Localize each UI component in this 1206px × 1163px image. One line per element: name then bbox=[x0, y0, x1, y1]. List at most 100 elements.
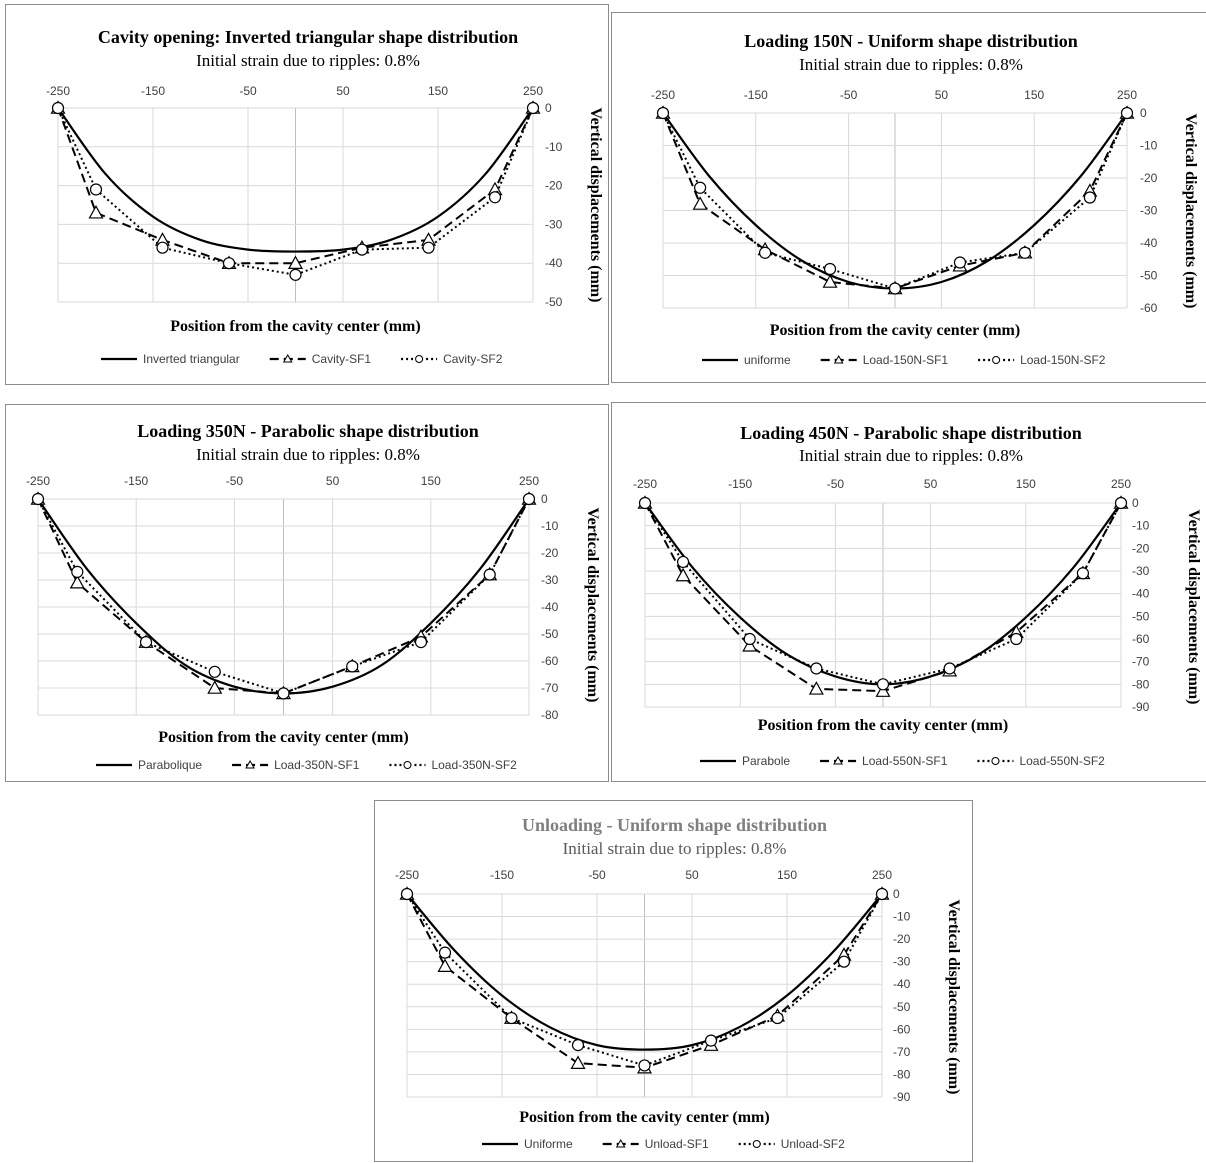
x-tick-label: -50 bbox=[827, 477, 845, 491]
y-tick-label: -80 bbox=[893, 1067, 911, 1081]
chart-panel-loading-150n: Loading 150N - Uniform shape distributio… bbox=[611, 12, 1206, 383]
data-point bbox=[638, 1059, 651, 1072]
x-tick-label: -150 bbox=[728, 477, 752, 491]
legend: Parabolique Load-350N-SF1 Load-350N-SF2 bbox=[96, 758, 517, 772]
data-point bbox=[638, 496, 652, 510]
legend-label: Unload-SF2 bbox=[781, 1137, 845, 1151]
y-tick-label: -10 bbox=[545, 140, 563, 154]
chart-panel-loading-350n: Loading 350N - Parabolic shape distribut… bbox=[5, 404, 609, 782]
legend-label: uniforme bbox=[744, 353, 791, 367]
data-point bbox=[758, 246, 772, 259]
chart-subtitle: Initial strain due to ripples: 0.8% bbox=[799, 446, 1023, 465]
x-tick-label: -250 bbox=[633, 477, 657, 491]
chart-subtitle: Initial strain due to ripples: 0.8% bbox=[196, 445, 420, 464]
legend-marker bbox=[615, 1138, 626, 1148]
legend: uniforme Load-150N-SF1 Load-150N-SF2 bbox=[702, 353, 1106, 367]
legend-marker bbox=[833, 755, 843, 765]
data-point bbox=[692, 196, 708, 210]
data-point bbox=[346, 660, 359, 673]
data-point bbox=[771, 1011, 784, 1025]
x-tick-label: -250 bbox=[651, 88, 675, 102]
y-tick-label: -50 bbox=[545, 295, 563, 309]
data-point bbox=[704, 1034, 718, 1047]
y-tick-label: -50 bbox=[1140, 269, 1158, 283]
y-tick-label: -30 bbox=[545, 217, 563, 231]
data-point bbox=[810, 662, 823, 675]
data-point bbox=[208, 665, 221, 678]
x-tick-label: 250 bbox=[1111, 477, 1131, 491]
data-point bbox=[51, 101, 65, 115]
y-tick-label: 0 bbox=[545, 101, 552, 115]
y-tick-label: -70 bbox=[1132, 655, 1150, 669]
y-axis-label: Vertical displacements (mm) bbox=[584, 508, 601, 703]
data-point bbox=[488, 191, 502, 204]
y-tick-label: -70 bbox=[541, 681, 559, 695]
y-tick-label: -20 bbox=[1140, 171, 1158, 185]
y-tick-label: -80 bbox=[1132, 677, 1150, 691]
y-tick-label: -40 bbox=[1140, 236, 1158, 250]
data-point bbox=[876, 678, 890, 691]
data-point bbox=[875, 683, 891, 697]
x-tick-label: 50 bbox=[935, 88, 949, 102]
y-tick-label: -90 bbox=[1132, 700, 1150, 714]
y-tick-label: -60 bbox=[541, 654, 559, 668]
data-point bbox=[400, 887, 414, 901]
legend-label: Load-550N-SF2 bbox=[1019, 754, 1105, 768]
legend-marker bbox=[403, 761, 412, 769]
x-axis-label: Position from the cavity center (mm) bbox=[170, 318, 420, 335]
y-tick-label: 0 bbox=[893, 887, 900, 901]
chart-svg: Loading 350N - Parabolic shape distribut… bbox=[26, 421, 601, 772]
x-axis-label: Position from the cavity center (mm) bbox=[758, 717, 1008, 734]
data-point bbox=[1018, 246, 1032, 259]
y-tick-label: -80 bbox=[541, 708, 559, 722]
chart-title: Cavity opening: Inverted triangular shap… bbox=[98, 27, 518, 47]
y-tick-label: -30 bbox=[1140, 204, 1158, 218]
x-tick-label: 250 bbox=[872, 868, 892, 882]
data-point bbox=[526, 101, 540, 115]
data-point bbox=[437, 958, 453, 972]
x-tick-label: -250 bbox=[46, 84, 70, 98]
x-tick-label: -150 bbox=[124, 474, 148, 488]
data-point bbox=[1010, 632, 1023, 646]
legend-label: Inverted triangular bbox=[143, 352, 240, 366]
x-tick-label: -250 bbox=[395, 868, 419, 882]
data-point bbox=[837, 955, 851, 968]
y-tick-label: -30 bbox=[893, 955, 911, 969]
y-axis-label: Vertical displacements (mm) bbox=[945, 900, 962, 1095]
y-tick-label: 0 bbox=[541, 492, 548, 506]
data-point bbox=[1114, 496, 1128, 510]
series-line bbox=[57, 107, 534, 265]
x-tick-label: -250 bbox=[26, 474, 50, 488]
data-point bbox=[676, 555, 690, 569]
data-point bbox=[483, 568, 496, 581]
legend: Uniforme Unload-SF1 Unload-SF2 bbox=[482, 1137, 845, 1151]
x-tick-label: 250 bbox=[519, 474, 539, 488]
chart-panel-unloading: Unloading - Uniform shape distribution In… bbox=[374, 800, 973, 1162]
chart-title: Unloading - Uniform shape distribution bbox=[522, 815, 827, 835]
y-tick-label: -60 bbox=[1140, 301, 1158, 315]
y-tick-label: -70 bbox=[893, 1045, 911, 1059]
data-point bbox=[71, 565, 84, 578]
x-axis-label: Position from the cavity center (mm) bbox=[158, 729, 408, 746]
legend-marker bbox=[992, 356, 1001, 364]
y-tick-label: -40 bbox=[545, 256, 563, 270]
x-tick-label: 150 bbox=[421, 474, 441, 488]
data-point bbox=[1076, 567, 1090, 580]
data-point bbox=[287, 255, 304, 269]
data-point bbox=[570, 1055, 586, 1069]
series-line bbox=[406, 893, 883, 1051]
data-point bbox=[89, 183, 103, 196]
data-point bbox=[742, 638, 758, 652]
legend-label: Unload-SF1 bbox=[645, 1137, 709, 1151]
chart-title: Loading 150N - Uniform shape distributio… bbox=[744, 31, 1078, 51]
x-tick-label: 150 bbox=[777, 868, 797, 882]
y-tick-label: -50 bbox=[1132, 609, 1150, 623]
legend: Parabole Load-550N-SF1 Load-550N-SF2 bbox=[700, 754, 1105, 768]
series-load-350n-sf2 bbox=[31, 492, 536, 700]
y-tick-label: -90 bbox=[893, 1090, 911, 1104]
y-tick-label: 0 bbox=[1140, 106, 1147, 120]
chart-subtitle: Initial strain due to ripples: 0.8% bbox=[799, 55, 1023, 74]
x-tick-label: -150 bbox=[744, 88, 768, 102]
y-tick-label: -30 bbox=[1132, 564, 1150, 578]
y-tick-label: -50 bbox=[541, 627, 559, 641]
